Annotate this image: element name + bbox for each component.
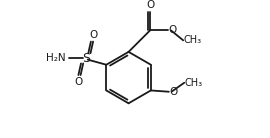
- Text: CH₃: CH₃: [184, 35, 202, 45]
- Text: CH₃: CH₃: [185, 78, 203, 88]
- Text: O: O: [89, 30, 97, 40]
- Text: S: S: [82, 52, 90, 65]
- Text: H₂N: H₂N: [46, 53, 66, 63]
- Text: O: O: [74, 77, 82, 87]
- Text: O: O: [168, 25, 176, 35]
- Text: O: O: [146, 0, 154, 10]
- Text: O: O: [169, 87, 177, 97]
